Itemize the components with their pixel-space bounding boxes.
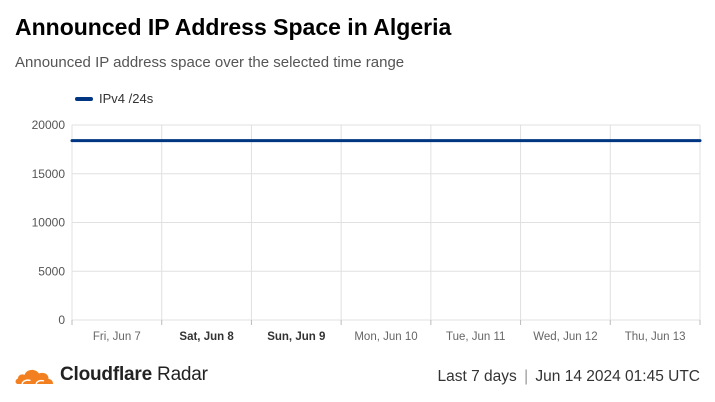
cloudflare-cloud-icon [15, 369, 53, 385]
x-tick-label: Fri, Jun 7 [93, 331, 141, 343]
brand-light: Radar [157, 364, 208, 385]
time-range-label: Last 7 days [437, 368, 517, 385]
y-tick-label: 10000 [32, 216, 66, 230]
line-chart: 0 5000 10000 15000 20000 Fri, Jun 7 Sat, Jun 8… [32, 118, 702, 343]
chart-subtitle: Announced IP address space over the sele… [15, 54, 405, 71]
timestamp-label: Jun 14 2024 01:45 UTC [535, 368, 700, 385]
x-tick-label: Tue, Jun 11 [446, 331, 505, 343]
footer-separator: | [524, 368, 529, 385]
legend[interactable]: IPv4 /24s [75, 91, 153, 106]
legend-label: IPv4 /24s [99, 91, 154, 106]
x-tick-label: Sat, Jun 8 [179, 331, 234, 343]
x-tick-label: Mon, Jun 10 [354, 331, 417, 343]
y-tick-label: 15000 [32, 167, 66, 181]
y-tick-label: 5000 [38, 264, 65, 278]
x-tick-label: Sun, Jun 9 [267, 331, 325, 343]
cloudflare-radar-logo: Cloudflare Radar [14, 364, 208, 386]
brand-bold: Cloudflare [60, 364, 152, 385]
y-tick-label: 20000 [32, 118, 66, 132]
chart-title: Announced IP Address Space in Algeria [15, 14, 452, 40]
brand-name: Cloudflare Radar [60, 364, 208, 386]
y-tick-label: 0 [58, 313, 65, 327]
x-tick-label: Wed, Jun 12 [533, 331, 597, 343]
footer-meta: Last 7 days | Jun 14 2024 01:45 UTC [437, 368, 700, 386]
x-tick-label: Thu, Jun 13 [625, 331, 686, 343]
legend-swatch [75, 96, 93, 101]
